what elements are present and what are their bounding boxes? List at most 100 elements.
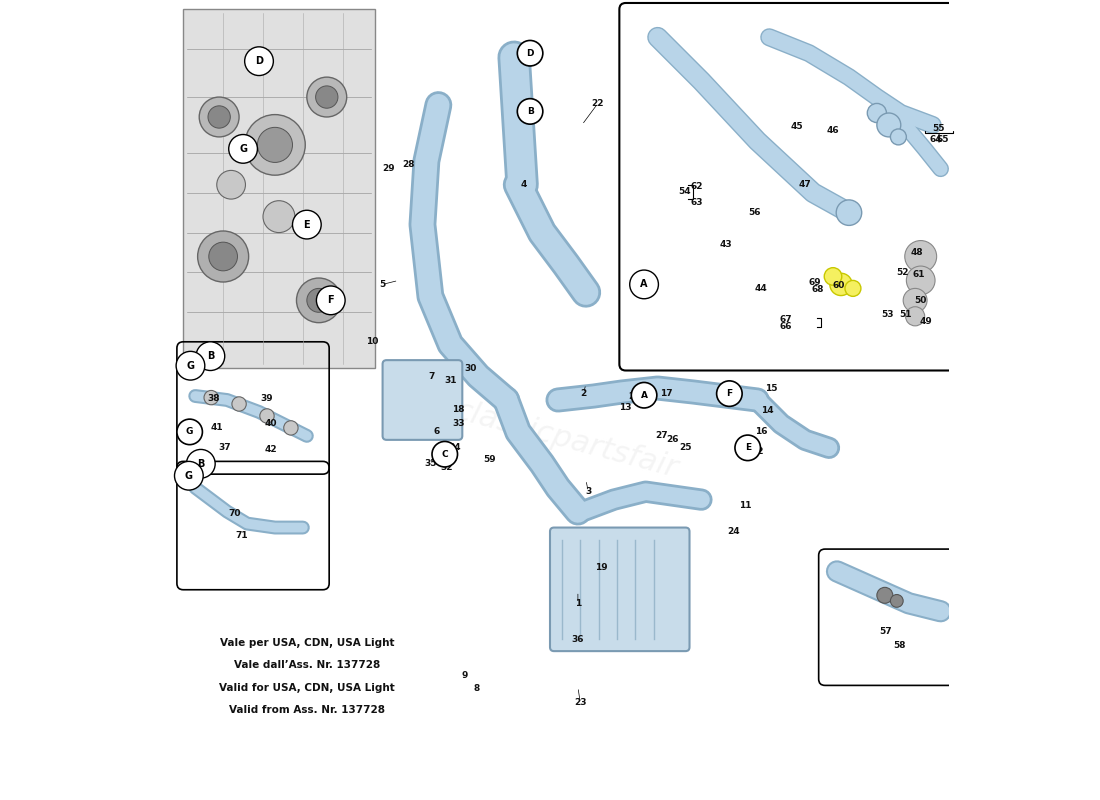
Circle shape (517, 98, 542, 124)
Text: 19: 19 (595, 563, 608, 572)
Text: 50: 50 (914, 296, 927, 305)
Text: 40: 40 (265, 419, 277, 429)
Circle shape (293, 210, 321, 239)
FancyBboxPatch shape (383, 360, 462, 440)
Text: 64: 64 (930, 135, 943, 144)
Text: 10: 10 (366, 338, 378, 346)
Text: 23: 23 (574, 698, 586, 707)
Text: A: A (640, 279, 648, 290)
Text: 14: 14 (761, 406, 774, 415)
Text: 63: 63 (691, 198, 703, 206)
Text: 39: 39 (261, 394, 273, 403)
Text: 45: 45 (791, 122, 803, 131)
Text: 13: 13 (619, 403, 632, 413)
Text: 44: 44 (755, 284, 768, 293)
Circle shape (903, 288, 927, 312)
Text: 57: 57 (879, 626, 892, 636)
Text: 12: 12 (751, 447, 763, 456)
Circle shape (316, 86, 338, 108)
Text: 47: 47 (799, 180, 812, 190)
Text: 58: 58 (893, 641, 905, 650)
Polygon shape (184, 10, 375, 368)
Text: 15: 15 (766, 383, 778, 393)
Text: 54: 54 (679, 186, 691, 196)
Circle shape (906, 266, 935, 294)
Text: 7: 7 (429, 371, 436, 381)
Circle shape (244, 47, 274, 75)
Text: 65: 65 (937, 135, 949, 144)
Circle shape (187, 450, 216, 478)
Circle shape (217, 170, 245, 199)
Text: 11: 11 (739, 501, 751, 510)
Circle shape (229, 134, 257, 163)
Circle shape (829, 274, 852, 295)
Circle shape (307, 288, 331, 312)
Circle shape (317, 286, 345, 314)
Text: 56: 56 (748, 208, 760, 217)
Circle shape (176, 351, 205, 380)
Circle shape (232, 397, 246, 411)
Circle shape (199, 97, 239, 137)
Text: 68: 68 (812, 286, 824, 294)
Text: 69: 69 (808, 278, 821, 286)
Text: 36: 36 (572, 634, 584, 644)
Text: 66: 66 (780, 322, 792, 331)
Circle shape (297, 278, 341, 322)
Text: G: G (187, 361, 195, 370)
Text: 55: 55 (932, 125, 945, 134)
Circle shape (244, 114, 306, 175)
Circle shape (204, 390, 219, 405)
Text: 25: 25 (680, 443, 692, 452)
Text: 28: 28 (403, 160, 415, 170)
Text: 49: 49 (920, 318, 933, 326)
Circle shape (867, 103, 887, 122)
Text: E: E (745, 443, 751, 452)
Circle shape (209, 242, 238, 271)
Text: 30: 30 (464, 364, 476, 373)
Text: F: F (328, 295, 334, 306)
Circle shape (196, 342, 224, 370)
Text: 48: 48 (911, 248, 923, 257)
Text: G: G (239, 144, 248, 154)
Text: 16: 16 (755, 427, 768, 436)
Text: 31: 31 (444, 375, 456, 385)
Circle shape (208, 106, 230, 128)
Text: B: B (527, 107, 534, 116)
Text: 41: 41 (210, 423, 223, 433)
Text: 42: 42 (265, 445, 277, 454)
Circle shape (198, 231, 249, 282)
Text: 18: 18 (452, 405, 464, 414)
Circle shape (263, 201, 295, 233)
Text: 33: 33 (452, 419, 464, 429)
Text: 24: 24 (727, 527, 739, 536)
Text: 20: 20 (628, 391, 640, 401)
Text: B: B (207, 351, 215, 361)
Circle shape (629, 270, 659, 298)
Text: Valid from Ass. Nr. 137728: Valid from Ass. Nr. 137728 (229, 705, 385, 715)
Circle shape (905, 306, 925, 326)
Text: 60: 60 (833, 281, 845, 290)
Text: 43: 43 (719, 240, 732, 249)
Circle shape (631, 382, 657, 408)
Text: D: D (255, 56, 263, 66)
Text: 26: 26 (667, 435, 679, 444)
Text: D: D (526, 49, 534, 58)
Text: G: G (185, 470, 192, 481)
Text: 3: 3 (585, 487, 592, 496)
Circle shape (836, 200, 861, 226)
Circle shape (824, 268, 842, 285)
Text: 37: 37 (219, 443, 231, 452)
Circle shape (735, 435, 760, 461)
Text: F: F (726, 389, 733, 398)
Text: 38: 38 (207, 394, 220, 403)
Text: E: E (304, 220, 310, 230)
Text: 2: 2 (581, 389, 586, 398)
Circle shape (175, 462, 204, 490)
Circle shape (517, 41, 542, 66)
Text: 32: 32 (440, 463, 452, 472)
Text: 22: 22 (592, 99, 604, 108)
Text: 35: 35 (425, 459, 437, 468)
Circle shape (877, 587, 893, 603)
Text: 6: 6 (433, 427, 440, 436)
Text: 61: 61 (912, 270, 925, 279)
